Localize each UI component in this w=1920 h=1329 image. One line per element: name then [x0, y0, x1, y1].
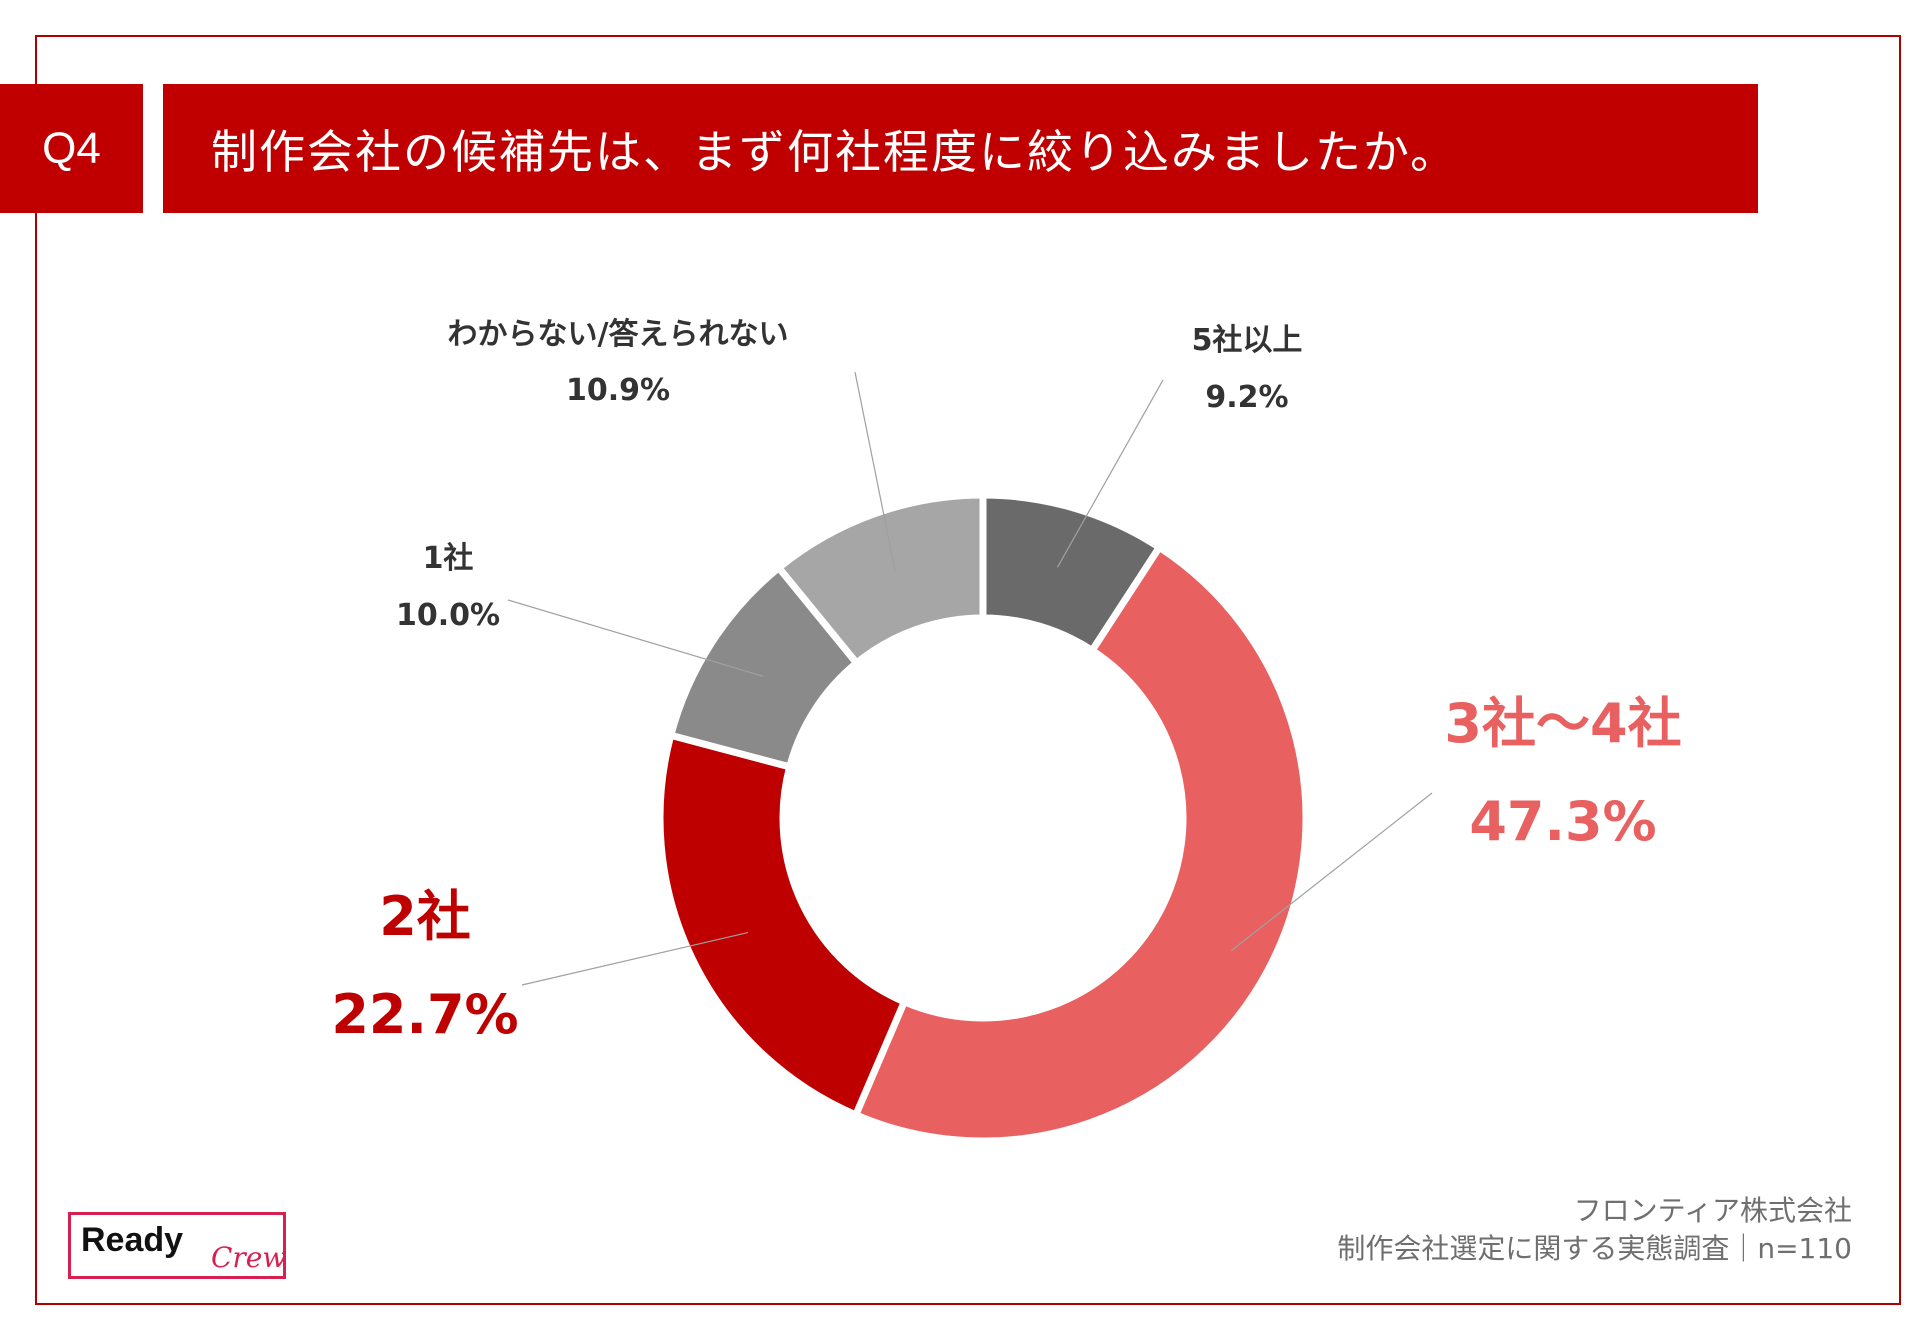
slice-label-2: 2社: [379, 885, 471, 948]
leader-line-4: [854, 371, 896, 572]
slice-value-3: 10.0%: [396, 598, 500, 633]
logo-ready-text: Ready: [81, 1221, 184, 1259]
footer-survey: 制作会社選定に関する実態調査｜n=110: [1337, 1232, 1852, 1265]
question-title: 制作会社の候補先は、まず何社程度に絞り込みましたか。: [211, 124, 1459, 179]
title-bar: 制作会社の候補先は、まず何社程度に絞り込みましたか。: [163, 84, 1758, 213]
leader-line-0: [1056, 379, 1164, 568]
slice-label-0: 5社以上: [1192, 323, 1303, 358]
slice-value-1: 47.3%: [1469, 790, 1656, 853]
slice-value-0: 9.2%: [1205, 380, 1288, 415]
slide-frame: [35, 35, 1901, 1305]
slice-2: [656, 731, 909, 1120]
question-number: Q4: [42, 123, 101, 173]
slice-1: [851, 542, 1310, 1145]
slice-4: [773, 491, 987, 668]
slice-label-1: 3社〜4社: [1444, 692, 1681, 755]
footer-source: フロンティア株式会社 制作会社選定に関する実態調査｜n=110: [1337, 1192, 1852, 1268]
slice-label-4: わからない/答えられない: [448, 317, 789, 352]
ready-crew-logo: Ready Crew: [68, 1212, 286, 1279]
leader-line-2: [521, 931, 749, 986]
logo-crew-text: Crew: [211, 1241, 287, 1274]
footer-company: フロンティア株式会社: [1573, 1194, 1852, 1227]
question-number-box: Q4: [0, 84, 143, 213]
leader-line-1: [1230, 792, 1433, 952]
slice-label-3: 1社: [423, 541, 474, 576]
leader-line-3: [507, 599, 764, 677]
slice-value-2: 22.7%: [331, 983, 518, 1046]
slice-value-4: 10.9%: [566, 373, 670, 408]
